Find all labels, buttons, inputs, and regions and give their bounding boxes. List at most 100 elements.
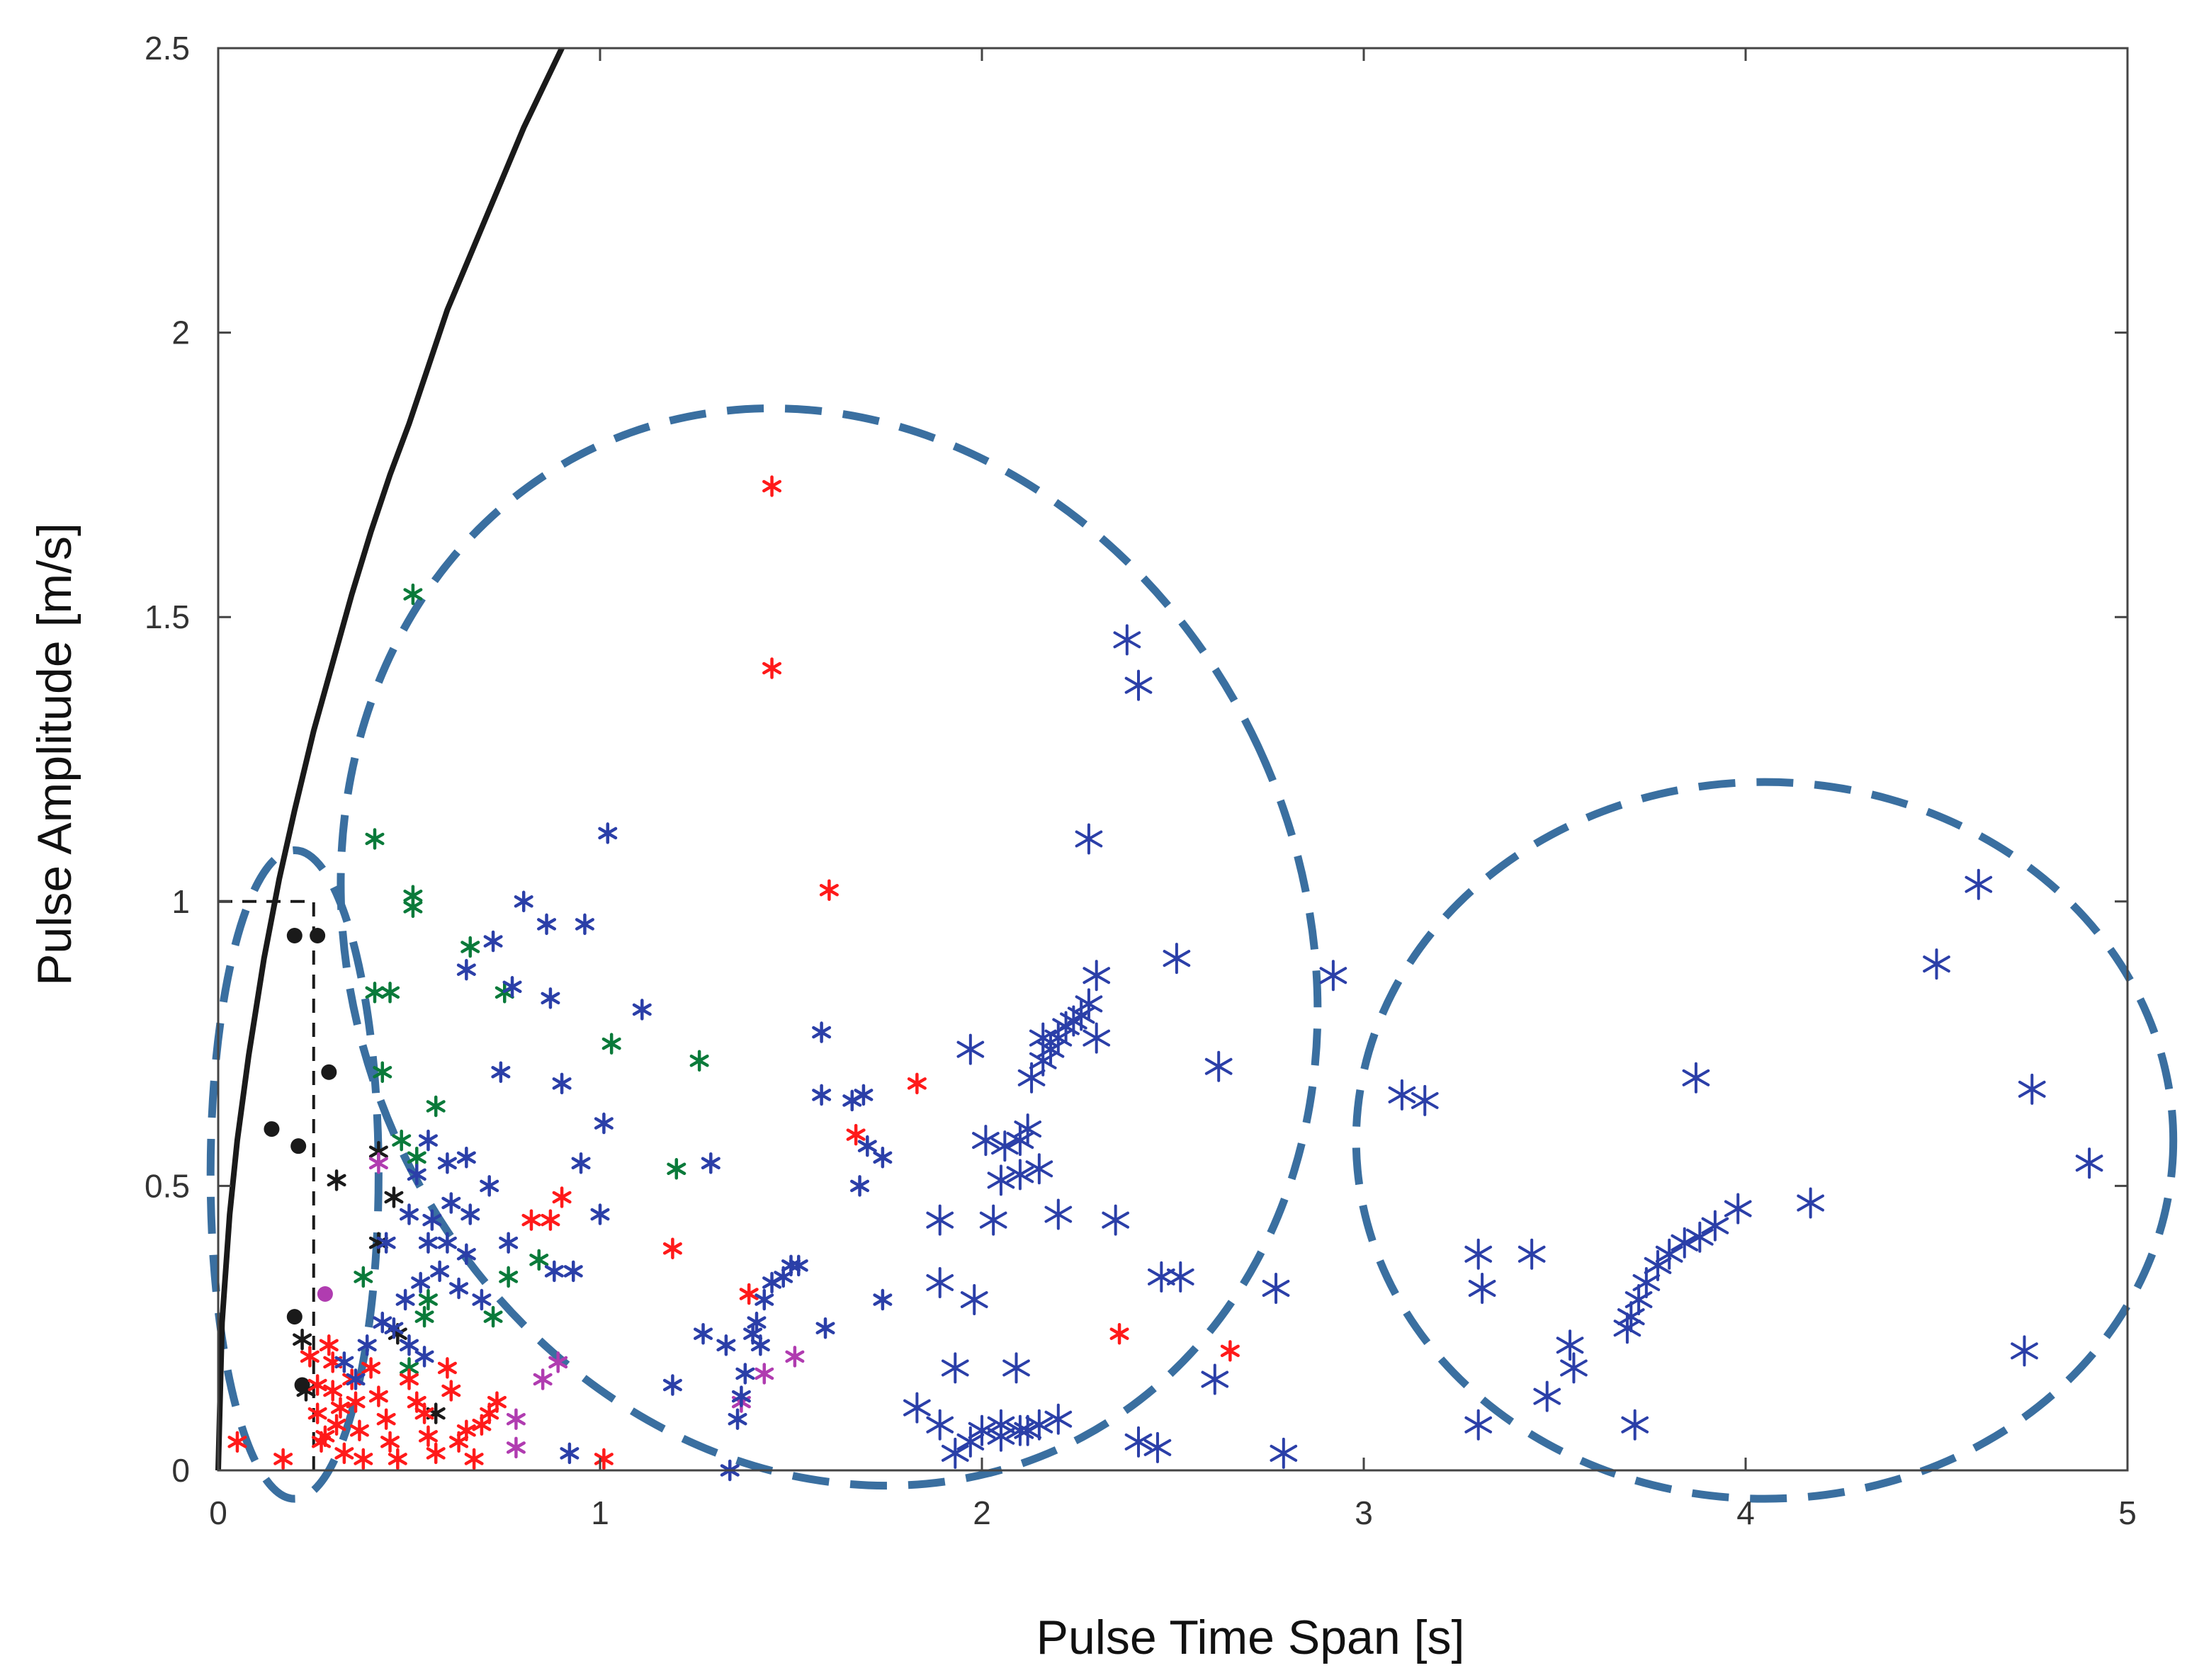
point-blue-star-78 [430,1260,450,1283]
point-blue-star-122 [1682,1062,1710,1094]
point-green-star-21 [483,1305,503,1328]
point-green-star-19 [418,1288,438,1311]
point-blue-star-144 [1464,1409,1493,1441]
point-red-star-46 [323,1351,343,1373]
point-blue-star-105 [903,1392,931,1424]
point-red-star-9 [662,1237,682,1260]
point-green-star-6 [365,982,385,1004]
point-red-star-3 [819,879,839,901]
point-blue-star-10 [502,976,522,998]
point-blue-star-31 [873,1146,893,1169]
x-tick-label-0: 0 [209,1494,227,1531]
point-red-star-27 [368,1385,388,1407]
point-blue-star-84 [373,1311,392,1334]
point-blue-star-79 [449,1277,469,1300]
point-magenta-star-3 [548,1351,568,1373]
point-blue-star-80 [472,1288,492,1311]
point-blue-star-16 [812,1021,832,1043]
point-blue-star-87 [991,1130,1019,1162]
point-blue-star-86 [972,1125,1000,1157]
point-blue-star-12 [1163,943,1191,975]
point-blue-star-23 [854,1084,874,1106]
point-red-star-19 [323,1380,343,1402]
point-blue-star-45 [418,1232,438,1254]
point-blue-star-5 [514,890,533,913]
point-blue-star-131 [1671,1227,1699,1259]
point-blue-star-58 [716,1334,736,1356]
point-blue-star-129 [1701,1210,1729,1242]
point-blue-star-76 [395,1288,415,1311]
point-blue-star-50 [563,1260,583,1283]
point-blue-star-41 [979,1204,1007,1236]
point-blue-star-126 [2075,1147,2103,1179]
point-blue-star-14 [1083,960,1111,992]
point-black-dot-5 [290,1138,307,1154]
point-blue-star-125 [2018,1073,2046,1105]
point-red-star-21 [334,1442,354,1465]
point-blue-star-123 [1965,868,1993,900]
point-red-star-33 [414,1402,434,1424]
point-red-star-31 [399,1368,419,1390]
point-red-star-28 [376,1408,396,1430]
point-blue-star-28 [456,1146,476,1169]
point-blue-star-15 [632,999,652,1021]
point-blue-star-106 [926,1409,954,1441]
point-red-star-48 [594,1448,614,1470]
point-blue-star-130 [1685,1221,1714,1253]
point-blue-star-7 [575,913,594,936]
point-blue-star-66 [789,1254,808,1277]
point-blue-star-127 [1797,1187,1824,1219]
x-tick-label-3: 3 [1355,1494,1373,1531]
point-blue-star-8 [483,930,503,953]
point-blue-star-145 [1621,1409,1649,1441]
point-red-star-20 [327,1414,346,1436]
reference-lines [215,47,565,1471]
point-green-star-16 [529,1249,549,1271]
point-blue-star-121 [1411,1084,1439,1116]
point-blue-star-49 [544,1260,564,1283]
point-blue-star-70 [731,1385,751,1407]
point-blue-star-85 [560,1442,580,1465]
point-blue-star-4 [1075,823,1103,855]
point-red-star-26 [361,1357,381,1379]
point-blue-star-3 [598,822,618,844]
point-blue-star-1 [1113,624,1141,656]
point-green-star-20 [414,1305,434,1328]
point-red-star-4 [907,1072,927,1095]
point-magenta-star-7 [506,1408,526,1430]
point-red-star-10 [739,1283,759,1305]
cluster-ellipse-2 [337,404,1322,1490]
point-blue-star-37 [399,1203,419,1225]
point-magenta-star-2 [533,1368,553,1390]
y-tick-label-3: 1.5 [145,598,190,635]
point-red-star-24 [349,1419,369,1442]
point-blue-star-83 [357,1334,377,1356]
point-blue-star-81 [334,1351,354,1373]
point-blue-star-32 [701,1152,720,1174]
point-blue-star-29 [571,1152,591,1174]
point-blue-star-52 [873,1288,893,1311]
point-blue-star-38 [460,1203,480,1225]
point-green-star-18 [354,1266,373,1288]
y-tick-label-4: 2 [171,314,190,351]
point-red-star-1 [762,475,782,497]
point-blue-star-100 [1075,988,1103,1020]
point-magenta-star-1 [368,1152,388,1174]
point-blue-star-146 [2011,1335,2038,1367]
point-blue-star-124 [1923,948,1950,980]
point-blue-star-18 [491,1061,511,1084]
point-red-star-23 [346,1391,366,1413]
point-red-star-14 [273,1448,293,1470]
point-blue-star-74 [399,1334,419,1356]
point-blue-star-55 [1166,1261,1194,1293]
point-red-star-43 [487,1391,507,1413]
point-blue-star-142 [1560,1352,1588,1384]
point-blue-star-51 [926,1266,954,1298]
point-black-dot-3 [321,1064,337,1080]
x-axis-label: Pulse Time Span [s] [1036,1611,1465,1664]
axes: 0 1 2 3 4 5 0 0.5 1 1.5 2 2.5 [145,30,2137,1531]
point-black-star-3 [384,1186,404,1208]
point-green-star-7 [380,982,400,1004]
point-blue-star-90 [1025,1153,1053,1185]
